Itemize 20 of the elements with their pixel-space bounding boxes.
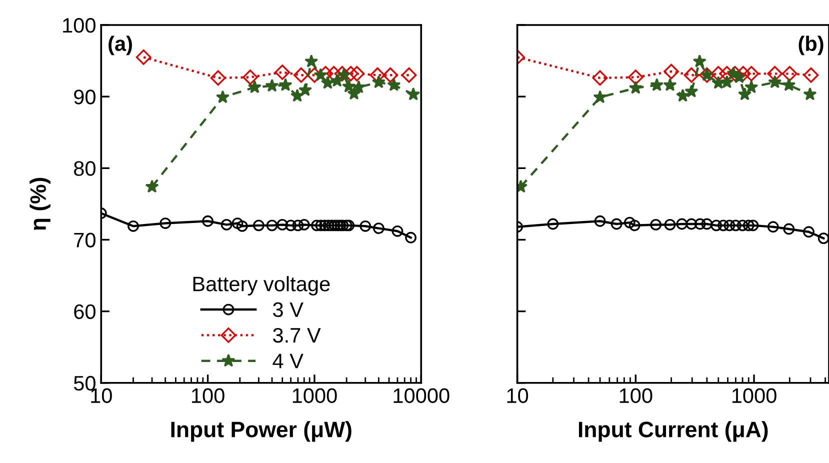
y-tick-label: 100 <box>63 18 96 33</box>
y-tick-label: 90 <box>74 90 96 104</box>
legend-label: 3 V <box>273 302 304 318</box>
annotation: (a) <box>108 36 132 56</box>
x-tick-label: 10000 <box>394 388 450 404</box>
legend-title: Battery voltage <box>193 276 330 296</box>
annotation: (b) <box>798 36 824 56</box>
y-tick-label: 70 <box>74 232 96 248</box>
y-tick-label: 60 <box>74 304 96 320</box>
legend-label: 4 V <box>272 354 304 368</box>
x-axis-title: Input Power (μW) <box>171 421 352 442</box>
y-axis-title: η (%) <box>30 178 50 230</box>
y-tick-label: 80 <box>74 161 96 176</box>
legend-label: 3.7 V <box>273 328 321 343</box>
x-tick-label: 1000 <box>292 388 337 404</box>
x-axis-title: Input Current (μA) <box>578 421 768 442</box>
x-tick-label: 1000 <box>732 388 776 404</box>
x-tick-label: 100 <box>192 388 224 404</box>
x-tick-label: 10 <box>507 388 528 404</box>
x-tick-label: 100 <box>620 388 652 404</box>
